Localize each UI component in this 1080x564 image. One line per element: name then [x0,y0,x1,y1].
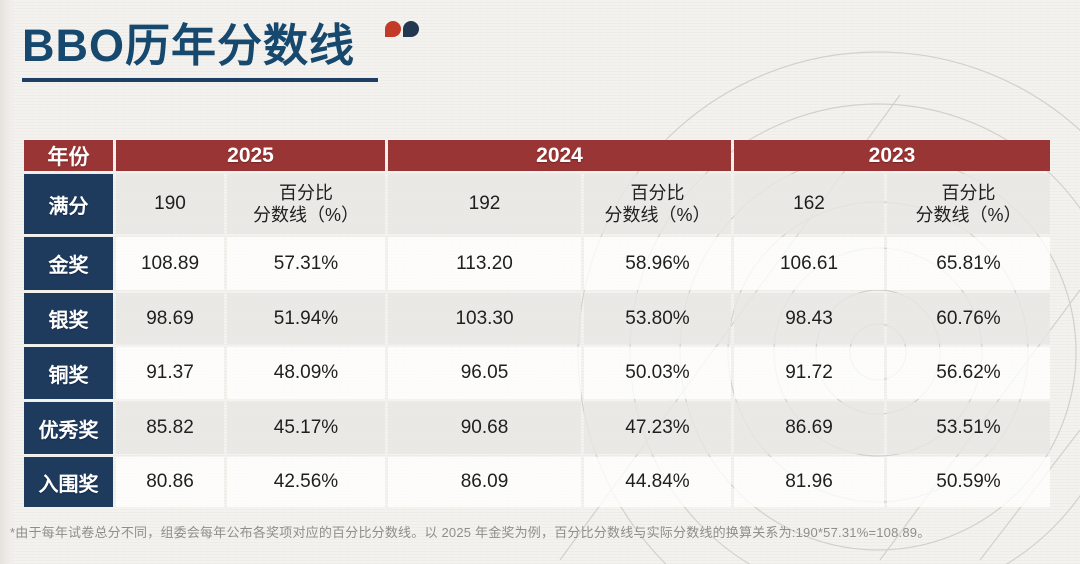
table-cell: 47.23% [584,402,731,454]
table-cell: 108.89 [116,237,224,290]
table-cell: 113.20 [388,237,581,290]
table-cell: 103.30 [388,293,581,344]
table-cell: 86.69 [734,402,884,454]
table-cell: 90.68 [388,402,581,454]
title-underline [22,78,378,83]
table-cell: 57.31% [227,237,385,290]
table-corner-year-header: 年份 [24,140,113,171]
title-block: BBO历年分数线 [22,18,419,83]
row-label-fullscore: 满分 [24,174,113,234]
table-cell: 42.56% [227,457,385,507]
row-label-merit: 优秀奖 [24,402,113,454]
table-cell: 65.81% [887,237,1050,290]
table-cell: 85.82 [116,402,224,454]
table-cell: 91.37 [116,347,224,399]
table-cell: 50.03% [584,347,731,399]
table-cell: 44.84% [584,457,731,507]
table-cell: 60.76% [887,293,1050,344]
row-label-shortlist: 入围奖 [24,457,113,507]
fullscore-2025: 190 [116,174,224,234]
table-cell: 91.72 [734,347,884,399]
table-cell: 53.51% [887,402,1050,454]
quote-dot-red-icon [385,21,401,37]
table-cell: 56.62% [887,347,1050,399]
table-cell: 96.05 [388,347,581,399]
fullscore-2024: 192 [388,174,581,234]
row-label-silver: 银奖 [24,293,113,344]
row-label-bronze: 铜奖 [24,347,113,399]
page-title: BBO历年分数线 [22,20,355,71]
page-left-edge [0,0,16,564]
table-cell: 106.61 [734,237,884,290]
fullscore-2023: 162 [734,174,884,234]
table-cell: 58.96% [584,237,731,290]
table-cell: 81.96 [734,457,884,507]
percent-header-2025: 百分比 分数线（%） [227,174,385,234]
table-cell: 51.94% [227,293,385,344]
quote-dot-navy-icon [403,21,419,37]
year-header-2023: 2023 [734,140,1050,171]
percent-header-2024: 百分比 分数线（%） [584,174,731,234]
table-cell: 48.09% [227,347,385,399]
table-cell: 45.17% [227,402,385,454]
table-cell: 98.43 [734,293,884,344]
table-cell: 50.59% [887,457,1050,507]
year-header-2025: 2025 [116,140,385,171]
footnote: *由于每年试卷总分不同，组委会每年公布各奖项对应的百分比分数线。以 2025 年… [10,525,931,540]
percent-header-2023: 百分比 分数线（%） [887,174,1050,234]
row-label-gold: 金奖 [24,237,113,290]
table-cell: 86.09 [388,457,581,507]
table-cell: 98.69 [116,293,224,344]
year-header-2024: 2024 [388,140,731,171]
table-cell: 80.86 [116,457,224,507]
table-cell: 53.80% [584,293,731,344]
score-table: 年份 2025 2024 2023 满分 190 百分比 分数线（%） 192 … [24,140,1050,507]
